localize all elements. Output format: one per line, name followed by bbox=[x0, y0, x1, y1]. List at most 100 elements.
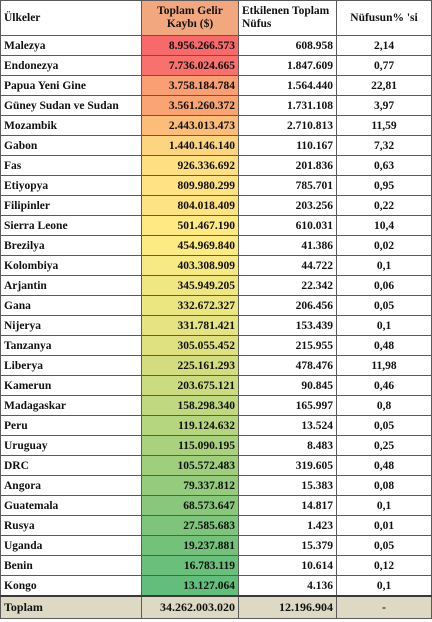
revenue-cell: 16.783.119 bbox=[141, 555, 239, 576]
percent-cell: 2,14 bbox=[336, 35, 432, 56]
country-cell: Kamerun bbox=[0, 375, 142, 396]
population-cell: 15.379 bbox=[238, 535, 337, 556]
table-row: Malezya 8.956.266.573 608.958 2,14 bbox=[0, 35, 432, 56]
table-row: Brezilya 454.969.840 41.386 0,02 bbox=[0, 235, 432, 256]
country-cell: Güney Sudan ve Sudan bbox=[0, 95, 142, 116]
table-row: Filipinler 804.018.409 203.256 0,22 bbox=[0, 195, 432, 216]
percent-cell: 11,98 bbox=[336, 355, 432, 376]
table-row: Guatemala 68.573.647 14.817 0,1 bbox=[0, 495, 432, 516]
percent-cell: 0,06 bbox=[336, 275, 432, 296]
percent-cell: 0,25 bbox=[336, 435, 432, 456]
revenue-cell: 19.237.881 bbox=[141, 535, 239, 556]
percent-cell: 0,08 bbox=[336, 475, 432, 496]
percent-cell: 0,05 bbox=[336, 535, 432, 556]
country-cell: Kongo bbox=[0, 575, 142, 597]
revenue-cell: 119.124.632 bbox=[141, 415, 239, 436]
table-row: Kamerun 203.675.121 90.845 0,46 bbox=[0, 375, 432, 396]
country-cell: Tanzanya bbox=[0, 335, 142, 356]
revenue-cell: 331.781.421 bbox=[141, 315, 239, 336]
revenue-cell: 332.672.327 bbox=[141, 295, 239, 316]
revenue-cell: 27.585.683 bbox=[141, 515, 239, 536]
header-country: Ülkeler bbox=[0, 0, 142, 36]
population-cell: 785.701 bbox=[238, 175, 337, 196]
total-percent: - bbox=[336, 595, 432, 619]
percent-cell: 0,1 bbox=[336, 315, 432, 336]
percent-cell: 0,63 bbox=[336, 155, 432, 176]
revenue-cell: 225.161.293 bbox=[141, 355, 239, 376]
revenue-cell: 203.675.121 bbox=[141, 375, 239, 396]
revenue-cell: 8.956.266.573 bbox=[141, 35, 239, 56]
table-row: Uganda 19.237.881 15.379 0,05 bbox=[0, 535, 432, 556]
population-cell: 153.439 bbox=[238, 315, 337, 336]
percent-cell: 0,48 bbox=[336, 455, 432, 476]
table-row: Kolombiya 403.308.909 44.722 0,1 bbox=[0, 255, 432, 276]
table-footer: Toplam 34.262.003.020 12.196.904 - bbox=[0, 595, 432, 619]
population-cell: 1.847.609 bbox=[238, 55, 337, 76]
table-row: Liberya 225.161.293 478.476 11,98 bbox=[0, 355, 432, 376]
table-row: Gana 332.672.327 206.456 0,05 bbox=[0, 295, 432, 316]
table-row: DRC 105.572.483 319.605 0,48 bbox=[0, 455, 432, 476]
table-row: Mozambik 2.443.013.473 2.710.813 11,59 bbox=[0, 115, 432, 136]
revenue-cell: 403.308.909 bbox=[141, 255, 239, 276]
table-row: Fas 926.336.692 201.836 0,63 bbox=[0, 155, 432, 176]
revenue-cell: 13.127.064 bbox=[141, 575, 239, 597]
percent-cell: 0,12 bbox=[336, 555, 432, 576]
population-cell: 10.614 bbox=[238, 555, 337, 576]
percent-cell: 0,46 bbox=[336, 375, 432, 396]
percent-cell: 10,4 bbox=[336, 215, 432, 236]
revenue-cell: 3.561.260.372 bbox=[141, 95, 239, 116]
percent-cell: 0,05 bbox=[336, 415, 432, 436]
population-cell: 22.342 bbox=[238, 275, 337, 296]
country-cell: DRC bbox=[0, 455, 142, 476]
country-cell: Malezya bbox=[0, 35, 142, 56]
population-cell: 110.167 bbox=[238, 135, 337, 156]
country-cell: Benin bbox=[0, 555, 142, 576]
country-cell: Liberya bbox=[0, 355, 142, 376]
header-revenue: Toplam Gelir Kaybı ($) bbox=[141, 0, 239, 36]
population-cell: 610.031 bbox=[238, 215, 337, 236]
revenue-cell: 105.572.483 bbox=[141, 455, 239, 476]
country-cell: Papua Yeni Gine bbox=[0, 75, 142, 96]
table-row: Kongo 13.127.064 4.136 0,1 bbox=[0, 575, 432, 597]
population-cell: 206.456 bbox=[238, 295, 337, 316]
population-cell: 15.383 bbox=[238, 475, 337, 496]
percent-cell: 0,95 bbox=[336, 175, 432, 196]
country-cell: Arjantin bbox=[0, 275, 142, 296]
country-cell: Uganda bbox=[0, 535, 142, 556]
percent-cell: 0,22 bbox=[336, 195, 432, 216]
revenue-cell: 454.969.840 bbox=[141, 235, 239, 256]
table-row: Rusya 27.585.683 1.423 0,01 bbox=[0, 515, 432, 536]
country-cell: Brezilya bbox=[0, 235, 142, 256]
table-body: Malezya 8.956.266.573 608.958 2,14 Endonezya… bbox=[0, 35, 432, 597]
population-cell: 44.722 bbox=[238, 255, 337, 276]
population-cell: 215.955 bbox=[238, 335, 337, 356]
table-row: Uruguay 115.090.195 8.483 0,25 bbox=[0, 435, 432, 456]
percent-cell: 0,77 bbox=[336, 55, 432, 76]
country-cell: Fas bbox=[0, 155, 142, 176]
population-cell: 165.997 bbox=[238, 395, 337, 416]
country-cell: Kolombiya bbox=[0, 255, 142, 276]
revenue-cell: 68.573.647 bbox=[141, 495, 239, 516]
revenue-cell: 3.758.184.784 bbox=[141, 75, 239, 96]
percent-cell: 0,1 bbox=[336, 575, 432, 597]
population-cell: 41.386 bbox=[238, 235, 337, 256]
percent-cell: 3,97 bbox=[336, 95, 432, 116]
country-cell: Uruguay bbox=[0, 435, 142, 456]
percent-cell: 0,1 bbox=[336, 495, 432, 516]
population-cell: 1.564.440 bbox=[238, 75, 337, 96]
country-cell: Gabon bbox=[0, 135, 142, 156]
country-cell: Nijerya bbox=[0, 315, 142, 336]
population-cell: 4.136 bbox=[238, 575, 337, 597]
percent-cell: 7,32 bbox=[336, 135, 432, 156]
country-cell: Mozambik bbox=[0, 115, 142, 136]
population-cell: 13.524 bbox=[238, 415, 337, 436]
population-cell: 90.845 bbox=[238, 375, 337, 396]
table-row: Nijerya 331.781.421 153.439 0,1 bbox=[0, 315, 432, 336]
table-header: Ülkeler Toplam Gelir Kaybı ($) Etkilenen… bbox=[0, 0, 432, 36]
revenue-cell: 158.298.340 bbox=[141, 395, 239, 416]
percent-cell: 22,81 bbox=[336, 75, 432, 96]
country-cell: Peru bbox=[0, 415, 142, 436]
country-cell: Rusya bbox=[0, 515, 142, 536]
percent-cell: 0,8 bbox=[336, 395, 432, 416]
